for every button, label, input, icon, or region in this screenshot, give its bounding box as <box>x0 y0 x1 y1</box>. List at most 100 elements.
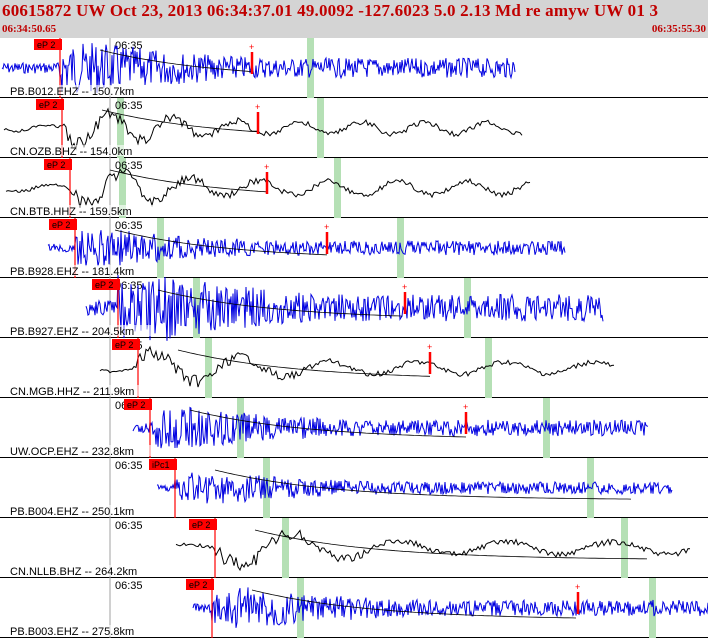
station-label: CN.BTB.HHZ -- 159.5km <box>10 206 132 218</box>
coda-window-band <box>485 338 492 398</box>
seismogram-panel[interactable]: 06:35 eP 2 + PB.B012.EHZ -- 150.7km 06:35 eP … <box>0 38 708 638</box>
trace-row[interactable]: 06:35 eP 2 + CN.BTB.HHZ -- 159.5km <box>0 158 708 218</box>
coda-envelope-curve <box>109 169 267 193</box>
station-label-bg <box>8 205 153 216</box>
station-label-bg <box>8 445 153 456</box>
waveform-trace <box>132 406 649 449</box>
amplitude-plus-marker: + <box>324 222 329 232</box>
station-label: CN.NLLB.BHZ -- 264.2km <box>10 566 137 578</box>
coda-window-band <box>205 338 212 398</box>
phase-pick-flag[interactable] <box>44 159 72 170</box>
station-label-bg <box>8 505 153 516</box>
phase-pick-label: eP 2 <box>39 100 57 110</box>
coda-envelope-curve <box>99 49 253 72</box>
station-label: PB.B004.EHZ -- 250.1km <box>10 506 134 518</box>
minute-mark-label: 06:35 <box>115 160 143 172</box>
phase-pick-label: eP 2 <box>37 40 55 50</box>
coda-window-band <box>282 518 289 578</box>
phase-pick-label: eP 2 <box>192 520 210 530</box>
coda-envelope-curve <box>101 109 259 133</box>
minute-mark-label: 06:35 <box>115 580 143 592</box>
phase-pick-label: eP 2 <box>95 280 113 290</box>
amplitude-plus-marker: + <box>427 342 432 352</box>
coda-envelope-curve <box>251 589 577 619</box>
station-label: UW.OCP.EHZ -- 232.8km <box>10 446 134 458</box>
phase-pick-label: eP 2 <box>52 220 70 230</box>
minute-mark-label: 06:35 <box>115 100 143 112</box>
waveform-trace <box>156 472 673 504</box>
phase-pick-flag[interactable] <box>186 579 214 590</box>
phase-pick-flag[interactable] <box>36 99 64 110</box>
station-label: PB.B003.EHZ -- 275.8km <box>10 626 134 638</box>
trace-row[interactable]: 06:35 eP 2 + PB.B928.EHZ -- 181.4km <box>0 218 708 278</box>
coda-window-band <box>334 158 341 218</box>
coda-window-band <box>297 578 304 638</box>
coda-window-band <box>193 278 200 338</box>
station-label-bg <box>8 625 153 636</box>
station-label: PB.B928.EHZ -- 181.4km <box>10 266 134 278</box>
window-end-time: 06:35:55.30 <box>651 23 706 35</box>
window-start-time: 06:34:50.65 <box>2 23 57 35</box>
phase-pick-label: eP 2 <box>127 400 145 410</box>
waveform-trace <box>99 345 615 388</box>
phase-pick-flag[interactable] <box>49 219 77 230</box>
phase-pick-flag[interactable] <box>92 279 120 290</box>
trace-row[interactable]: 06:35 eP 2 + PB.B003.EHZ -- 275.8km <box>0 578 708 638</box>
amplitude-plus-marker: + <box>249 42 254 52</box>
station-label-bg <box>8 85 153 96</box>
coda-window-band <box>543 398 550 458</box>
coda-envelope-curve <box>114 229 328 256</box>
coda-window-band <box>119 158 126 218</box>
trace-row[interactable]: 06:35 eP 2 + CN.OZB.BHZ -- 154.0km <box>0 98 708 158</box>
coda-envelope-curve <box>157 289 403 317</box>
minute-mark-label: 06:35 <box>115 40 143 52</box>
phase-pick-flag[interactable] <box>112 339 140 350</box>
waveform-trace <box>1 43 516 94</box>
station-label-bg <box>8 565 153 576</box>
coda-envelope-curve <box>214 469 632 500</box>
station-label-bg <box>8 265 153 276</box>
amplitude-plus-marker: + <box>575 582 580 592</box>
coda-window-band <box>307 38 314 98</box>
waveform-trace <box>47 230 566 267</box>
event-title: 60615872 UW Oct 23, 2013 06:34:37.01 49.… <box>2 1 659 20</box>
phase-pick-label: eP 2 <box>189 580 207 590</box>
coda-envelope-curve <box>254 529 648 560</box>
waveform-trace <box>85 274 604 341</box>
trace-row[interactable]: 06:35 eP 2 CN.NLLB.BHZ -- 264.2km <box>0 518 708 578</box>
amplitude-plus-marker: + <box>255 102 260 112</box>
phase-pick-flag[interactable] <box>34 39 62 50</box>
phase-pick-flag[interactable] <box>189 519 217 530</box>
amplitude-plus-marker: + <box>264 162 269 172</box>
trace-row[interactable]: 06:35 iPc1 PB.B004.EHZ -- 250.1km <box>0 458 708 518</box>
amplitude-plus-marker: + <box>402 282 407 292</box>
phase-pick-label: iPc1 <box>152 460 170 470</box>
trace-row[interactable]: 06:35 eP 2 + PB.B012.EHZ -- 150.7km <box>0 38 708 98</box>
waveform-trace <box>192 587 708 628</box>
station-label-bg <box>8 145 153 156</box>
waveform-trace <box>175 529 691 572</box>
coda-window-band <box>117 98 124 158</box>
phase-pick-label: eP 2 <box>47 160 65 170</box>
phase-pick-flag[interactable] <box>124 399 152 410</box>
coda-window-band <box>263 458 270 518</box>
minute-mark-label: 06:35 <box>115 520 143 532</box>
coda-window-band <box>317 98 324 158</box>
station-label-bg <box>8 325 153 336</box>
coda-window-band <box>621 518 628 578</box>
coda-envelope-curve <box>189 409 467 438</box>
station-label: PB.B012.EHZ -- 150.7km <box>10 86 134 98</box>
station-label-bg <box>8 385 153 396</box>
waveform-trace <box>3 107 523 151</box>
phase-pick-flag[interactable] <box>149 459 177 470</box>
coda-envelope-curve <box>177 349 431 377</box>
station-label: CN.MGB.HHZ -- 211.9km <box>10 386 134 398</box>
amplitude-plus-marker: + <box>463 402 468 412</box>
minute-mark-label: 06:35 <box>115 460 143 472</box>
station-label: CN.OZB.BHZ -- 154.0km <box>10 146 132 158</box>
minute-mark-label: 06:35 <box>115 220 143 232</box>
event-header: 60615872 UW Oct 23, 2013 06:34:37.01 49.… <box>0 0 708 38</box>
